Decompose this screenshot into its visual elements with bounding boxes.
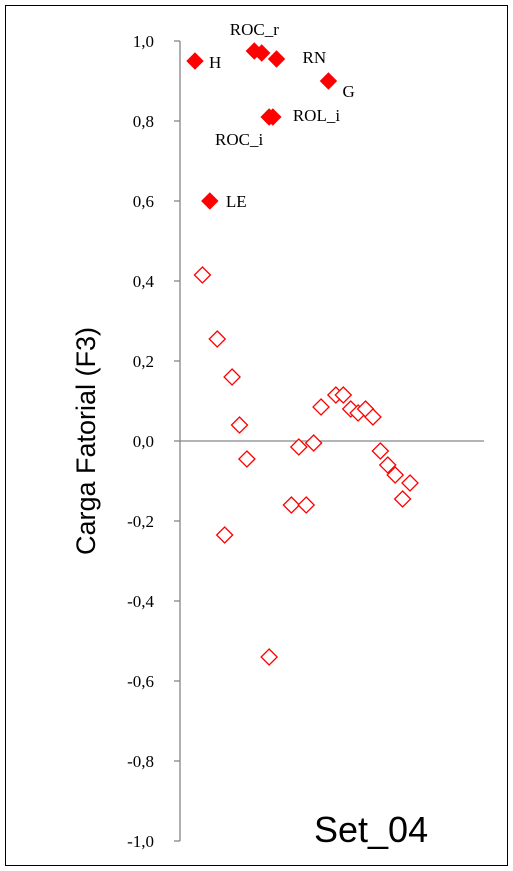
- y-tick-label: 0,0: [133, 432, 154, 451]
- y-tick-label: 0,8: [133, 112, 154, 131]
- y-ticks: -1,0 -0,8 -0,6 -0,4 -0,2 0,0 0,2 0,4 0,6 0,8 1,0: [127, 32, 180, 851]
- y-tick-label: 0,6: [133, 192, 154, 211]
- open-diamond-point: [289, 438, 308, 456]
- point-label: G: [342, 82, 354, 101]
- data-points: [186, 42, 419, 666]
- chart-border: [5, 5, 508, 866]
- y-axis-title: Carga Fatorial (F3): [71, 327, 101, 555]
- open-diamond-point: [334, 386, 353, 404]
- point-label: ROL_i: [293, 106, 341, 125]
- panel-label: Set_04: [314, 809, 428, 850]
- y-tick-label: -0,2: [127, 512, 154, 531]
- point-label: H: [209, 53, 221, 72]
- y-tick-label: -0,4: [127, 592, 154, 611]
- open-diamond-point: [237, 450, 256, 468]
- y-tick-label: 0,2: [133, 352, 154, 371]
- y-tick-label: -1,0: [127, 832, 154, 851]
- filled-diamond-point: [253, 44, 271, 62]
- filled-diamond-point: [267, 50, 286, 68]
- open-diamond-point: [393, 490, 412, 508]
- open-diamond-point: [304, 434, 323, 452]
- open-diamond-point: [223, 368, 241, 386]
- open-diamond-point: [230, 416, 249, 434]
- y-tick-label: 0,4: [133, 272, 155, 291]
- open-diamond-point: [401, 474, 419, 492]
- y-tick-label: -0,8: [127, 752, 154, 771]
- open-diamond-point: [282, 496, 301, 514]
- point-label: LE: [226, 192, 247, 211]
- open-diamond-point: [312, 398, 330, 416]
- open-diamond-point: [193, 266, 212, 284]
- filled-diamond-point: [319, 72, 338, 90]
- open-diamond-point: [386, 466, 405, 484]
- open-diamond-point: [260, 648, 279, 666]
- open-diamond-point: [215, 526, 234, 544]
- point-label: ROC_i: [215, 130, 263, 149]
- open-diamond-point: [364, 408, 382, 426]
- filled-diamond-point: [186, 52, 204, 70]
- point-label: ROC_r: [230, 20, 279, 39]
- y-tick-label: 1,0: [133, 32, 154, 51]
- point-label: RN: [303, 48, 327, 67]
- open-diamond-point: [208, 330, 227, 348]
- filled-diamond-point: [201, 192, 219, 210]
- open-diamond-point: [371, 442, 390, 460]
- open-diamond-point: [378, 456, 397, 474]
- open-diamond-point: [297, 496, 316, 514]
- filled-diamond-point: [264, 108, 282, 126]
- y-tick-label: -0,6: [127, 672, 154, 691]
